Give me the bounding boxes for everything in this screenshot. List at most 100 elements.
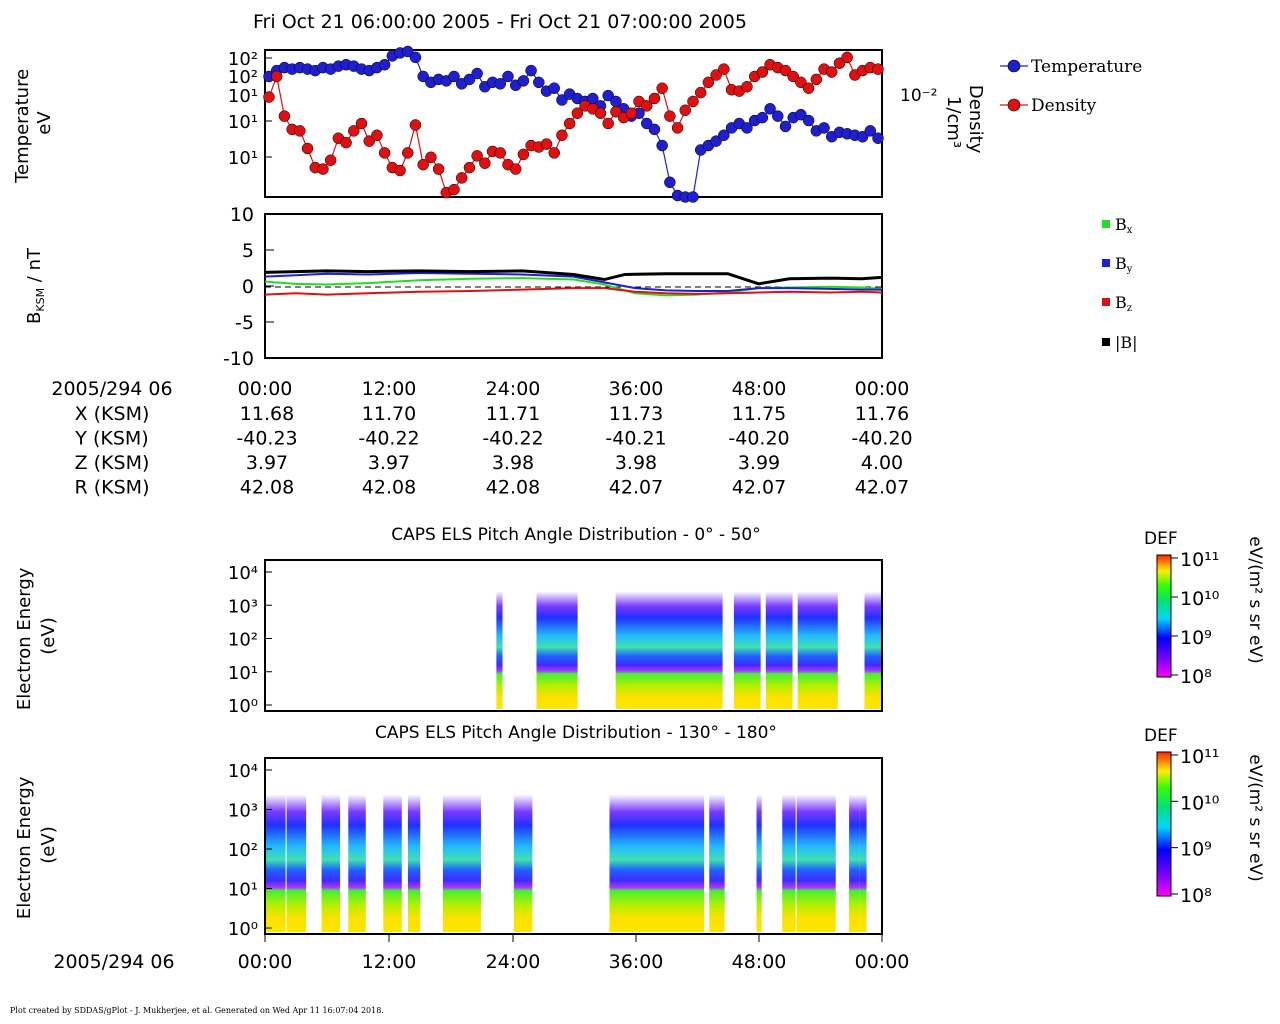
colorbar2-ticks: 10¹¹ 10¹⁰ 10⁹ 10⁸: [1171, 746, 1219, 907]
panel2-ylabel: BKSM / nT: [24, 247, 47, 324]
bottom-time-tick-label: 48:00: [732, 951, 787, 973]
spectrogram2-ylabel: Electron Energy (eV): [14, 771, 59, 919]
spectrogram-data-block: [796, 760, 836, 932]
density-point: [787, 70, 799, 83]
density-point: [718, 63, 730, 75]
density-point: [394, 164, 406, 177]
ephemeris-row-label: Z (KSM): [75, 452, 150, 474]
ephemeris-value: -40.23: [236, 428, 297, 450]
spectrogram-130-180-panel: CAPS ELS Pitch Angle Distribution - 130°…: [14, 723, 1265, 940]
panel1-y2tick: 10⁻²: [900, 86, 937, 106]
temperature-point: [687, 191, 699, 203]
spectrogram1-data: [496, 562, 882, 709]
colorbar2-label: DEF: [1144, 726, 1178, 746]
density-point: [779, 64, 792, 77]
spectrogram2-yticks: 10⁴ 10³ 10² 10¹ 10⁰: [228, 761, 272, 940]
bottom-time-tick-label: 36:00: [609, 951, 664, 973]
spectrogram-ytick-label: 10²: [228, 630, 258, 651]
spectrogram1-frame: [264, 559, 883, 712]
spectrogram-data-block: [765, 562, 793, 709]
spectrogram-data-block: [286, 760, 307, 932]
density-point: [548, 147, 560, 159]
legend-by: By: [1115, 254, 1133, 275]
colorbar-tick-label: 10⁹: [1180, 839, 1212, 861]
ephemeris-time-tick: 36:00: [609, 378, 664, 400]
ephemeris-value: 11.71: [486, 403, 540, 425]
spectrogram1-title: CAPS ELS Pitch Angle Distribution - 0° -…: [391, 525, 760, 545]
density-point: [841, 51, 853, 64]
temperature-point: [795, 108, 807, 121]
density-point: [463, 161, 476, 174]
ephemeris-time-tick: 00:00: [238, 378, 293, 400]
density-point: [741, 81, 753, 93]
spectrogram-ytick-label: 10⁴: [228, 761, 258, 782]
density-point: [363, 135, 375, 147]
legend-density: Density: [1031, 96, 1097, 116]
spectrogram2-title: CAPS ELS Pitch Angle Distribution - 130°…: [375, 723, 777, 743]
spectrogram-data-block: [348, 760, 366, 932]
temperature-point: [656, 139, 668, 152]
temperature-point: [772, 110, 784, 122]
colorbar1-units: eV/(m² s sr eV): [1245, 536, 1265, 663]
ephemeris-value: 42.08: [362, 477, 416, 499]
colorbar-tick-label: 10¹¹: [1180, 549, 1219, 571]
temperature-point: [556, 94, 568, 106]
density-point: [756, 66, 769, 78]
colorbar2-units: eV/(m² s sr eV): [1245, 754, 1265, 881]
colorbar-tick-label: 10⁸: [1180, 885, 1212, 907]
density-point: [409, 119, 422, 131]
ephemeris-value: 42.08: [240, 477, 294, 499]
density-point: [479, 157, 491, 169]
ephemeris-value: 3.99: [738, 452, 780, 474]
colorbar1-label: DEF: [1144, 529, 1178, 549]
density-point: [833, 57, 846, 69]
spectrogram-data-block: [536, 562, 578, 709]
density-point: [471, 150, 483, 162]
series-line-bz: [264, 287, 883, 296]
spectrogram-data-block: [797, 562, 838, 709]
density-point: [802, 82, 815, 94]
panel1-series: [263, 45, 884, 203]
density-point: [317, 163, 329, 175]
density-point: [324, 154, 337, 166]
ephemeris-value: 11.75: [732, 403, 786, 425]
panel2-yticks: 10 5 0 -5 -10: [223, 204, 274, 370]
spectrogram-ytick-label: 10¹: [228, 663, 258, 684]
ephemeris-value: 42.08: [486, 477, 540, 499]
temperature-point: [409, 51, 422, 64]
ephemeris-value: 4.00: [861, 452, 903, 474]
ephemeris-time-tick: 00:00: [855, 378, 910, 400]
temperature-point: [502, 70, 514, 83]
density-point: [371, 129, 383, 142]
temperature-point: [710, 135, 722, 147]
spectrogram-ytick-label: 10⁴: [228, 563, 258, 584]
ephemeris-value: 11.76: [855, 403, 909, 425]
density-point: [455, 172, 468, 184]
ephemeris-value: -40.21: [605, 428, 666, 450]
density-point: [540, 138, 553, 150]
temperature-point: [463, 73, 476, 86]
ephemeris-value: 3.97: [368, 452, 410, 474]
ephemeris-value: 3.97: [246, 452, 288, 474]
ephemeris-time-tick: 24:00: [486, 378, 541, 400]
temperature-point: [802, 114, 815, 127]
colorbar-1: DEF 10¹¹ 10¹⁰ 10⁹ 10⁸ eV/(m² s sr eV): [1144, 529, 1265, 688]
density-point: [509, 163, 522, 175]
density-point: [378, 147, 391, 159]
temperature-point: [402, 45, 414, 58]
spectrogram-ytick-label: 10⁰: [228, 919, 258, 940]
spectrogram-data-block: [864, 562, 882, 709]
panel1-ytick-label: 10¹: [228, 148, 258, 169]
ephemeris-time-tick: 12:00: [362, 378, 417, 400]
temperature-point: [818, 122, 830, 134]
colorbar2-gradient: [1156, 751, 1172, 897]
density-point: [664, 110, 676, 122]
density-point: [340, 136, 352, 149]
spectrogram-data-block: [496, 562, 503, 709]
density-point: [517, 148, 530, 161]
spectrogram-ytick-label: 10²: [228, 840, 258, 861]
temperature-point: [648, 123, 661, 136]
temperature-point: [417, 70, 429, 83]
